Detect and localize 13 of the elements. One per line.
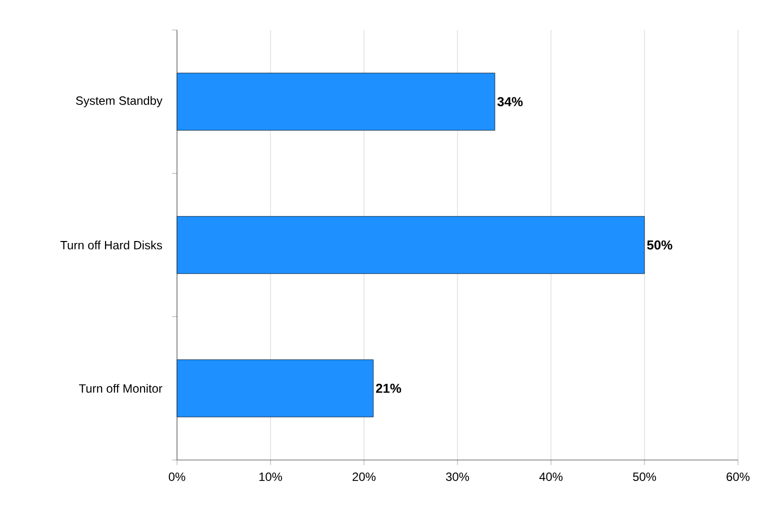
x-tick-label: 0%: [168, 472, 186, 481]
y-tick-label: Turn off Monitor: [79, 384, 162, 393]
x-tick-label: 40%: [539, 472, 563, 481]
data-label: 34%: [497, 97, 523, 106]
data-label: 21%: [376, 384, 402, 393]
x-tick-label: 10%: [259, 472, 282, 481]
x-tick-label: 20%: [352, 472, 376, 481]
x-tick-label: 50%: [633, 472, 656, 481]
y-tick-label: System Standby: [76, 96, 162, 108]
y-tick-label: Turn off Hard Disks: [60, 240, 162, 250]
data-label: 50%: [647, 240, 672, 250]
x-tick-label: 60%: [726, 472, 750, 481]
x-tick-label: 30%: [446, 472, 470, 481]
